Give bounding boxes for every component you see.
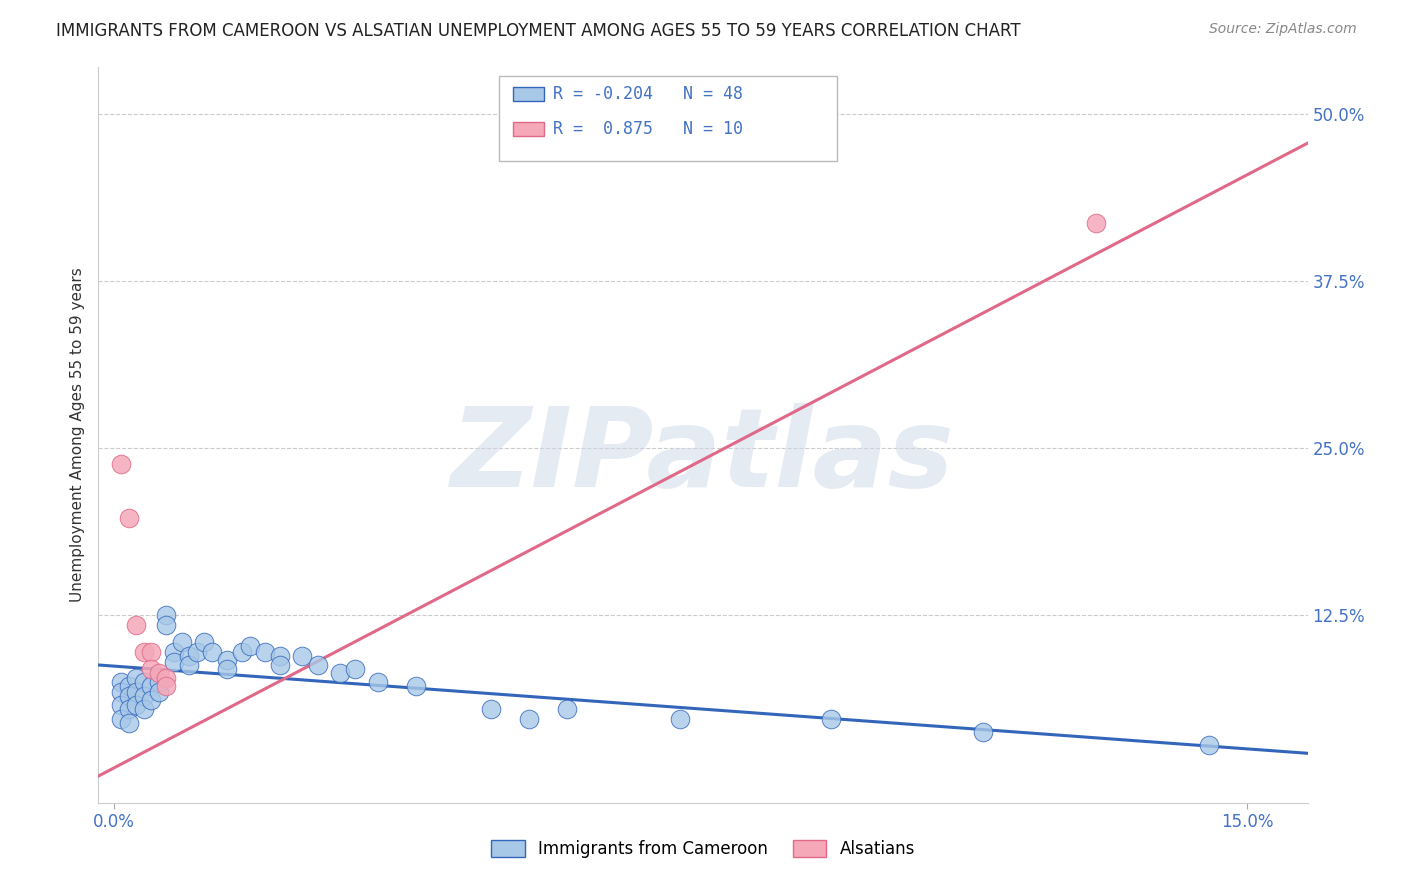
Point xyxy=(179,658,201,673)
Point xyxy=(125,671,148,685)
Text: R =  0.875   N = 10: R = 0.875 N = 10 xyxy=(553,120,742,138)
Point xyxy=(155,617,177,632)
Point xyxy=(118,680,141,694)
Point xyxy=(269,648,291,663)
Point xyxy=(291,648,314,663)
Text: R = -0.204   N = 48: R = -0.204 N = 48 xyxy=(553,85,742,103)
Point xyxy=(186,644,208,658)
Point xyxy=(193,635,215,649)
Point xyxy=(148,665,170,680)
Point xyxy=(201,644,224,658)
Point xyxy=(555,702,578,716)
Point xyxy=(141,680,163,694)
Point xyxy=(231,644,253,658)
Point xyxy=(132,675,155,690)
Point xyxy=(141,662,163,676)
Point xyxy=(155,680,177,694)
Point xyxy=(155,671,177,685)
Point xyxy=(132,702,155,716)
Point xyxy=(110,712,132,726)
Point xyxy=(110,457,132,471)
Point xyxy=(329,665,352,680)
Point xyxy=(972,724,994,739)
Point xyxy=(110,698,132,712)
Point xyxy=(132,644,155,658)
Legend: Immigrants from Cameroon, Alsatians: Immigrants from Cameroon, Alsatians xyxy=(485,833,921,864)
Point xyxy=(163,655,186,669)
Point xyxy=(215,662,238,676)
Point xyxy=(179,648,201,663)
Point xyxy=(253,644,276,658)
Point xyxy=(1198,739,1220,753)
Point xyxy=(132,689,155,703)
Point xyxy=(125,685,148,699)
Point xyxy=(148,685,170,699)
Point xyxy=(405,680,427,694)
Point xyxy=(307,658,329,673)
Point xyxy=(141,692,163,706)
Y-axis label: Unemployment Among Ages 55 to 59 years: Unemployment Among Ages 55 to 59 years xyxy=(70,268,86,602)
Point xyxy=(155,608,177,623)
Point xyxy=(110,675,132,690)
Text: ZIPatlas: ZIPatlas xyxy=(451,403,955,510)
Point xyxy=(269,658,291,673)
Point xyxy=(141,644,163,658)
Point xyxy=(148,675,170,690)
Point xyxy=(163,644,186,658)
Point xyxy=(118,689,141,703)
Point xyxy=(239,639,262,653)
Point xyxy=(820,712,842,726)
Point xyxy=(125,698,148,712)
Point xyxy=(118,510,141,524)
Point xyxy=(110,685,132,699)
Point xyxy=(118,702,141,716)
Point xyxy=(367,675,389,690)
Point xyxy=(170,635,193,649)
Point xyxy=(344,662,367,676)
Text: Source: ZipAtlas.com: Source: ZipAtlas.com xyxy=(1209,22,1357,37)
Point xyxy=(215,653,238,667)
Point xyxy=(481,702,503,716)
Point xyxy=(517,712,540,726)
Point xyxy=(118,715,141,730)
Point xyxy=(125,617,148,632)
Text: IMMIGRANTS FROM CAMEROON VS ALSATIAN UNEMPLOYMENT AMONG AGES 55 TO 59 YEARS CORR: IMMIGRANTS FROM CAMEROON VS ALSATIAN UNE… xyxy=(56,22,1021,40)
Point xyxy=(669,712,692,726)
Point xyxy=(1085,216,1108,230)
